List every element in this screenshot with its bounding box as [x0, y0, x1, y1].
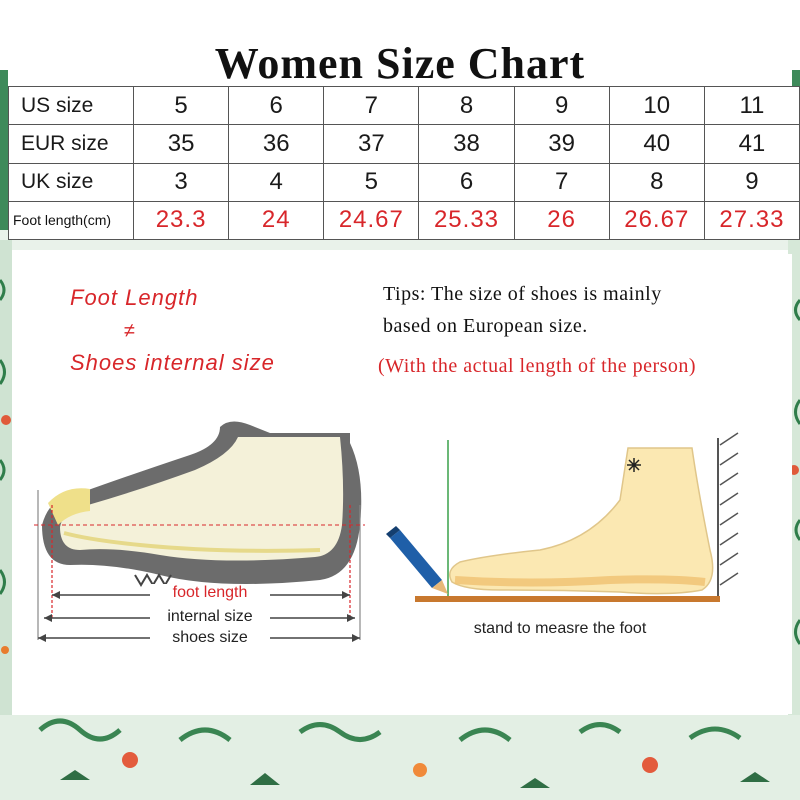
tip-note: (With the actual length of the person) — [378, 355, 697, 377]
table-cell: 26 — [513, 200, 610, 241]
table-row-eur: EUR size 35 36 37 38 39 40 41 — [8, 124, 800, 164]
table-cell: 9 — [703, 162, 800, 202]
table-cell: 9 — [513, 85, 610, 126]
table-cell: 11 — [703, 85, 800, 126]
row-label: Foot length(cm) — [8, 200, 134, 241]
table-cell: 37 — [323, 124, 420, 164]
table-cell: 10 — [608, 85, 705, 126]
table-row-us: US size 5 6 7 8 9 10 11 — [8, 85, 800, 126]
table-cell: 7 — [323, 85, 420, 126]
table-cell: 5 — [323, 162, 420, 202]
table-cell: 4 — [228, 162, 325, 202]
foot-length-heading: Foot Length — [70, 285, 199, 310]
table-cell: 27.33 — [703, 200, 800, 241]
table-cell: 35 — [132, 124, 230, 164]
tip-line-2: based on European size. — [383, 315, 588, 337]
table-cell: 41 — [703, 124, 800, 164]
table-row-uk: UK size 3 4 5 6 7 8 9 — [8, 162, 800, 202]
table-row-foot-length: Foot length(cm) 23.3 24 24.67 25.33 26 2… — [8, 200, 800, 241]
shoe-cross-section-illustration — [34, 421, 365, 642]
internal-size-label: internal size — [150, 608, 270, 626]
table-cell: 5 — [132, 85, 230, 126]
shoes-internal-size-heading: Shoes internal size — [70, 350, 275, 375]
shoes-size-label: shoes size — [150, 629, 270, 647]
foot-measure-illustration — [386, 432, 739, 602]
not-equal-sign: ≠ — [124, 320, 135, 342]
table-cell: 25.33 — [418, 200, 515, 241]
table-cell: 39 — [513, 124, 610, 164]
measure-caption: stand to measre the foot — [473, 620, 647, 637]
size-table: US size 5 6 7 8 9 10 11 EUR size 35 36 3… — [8, 85, 800, 241]
table-cell: 6 — [418, 162, 515, 202]
table-cell: 40 — [608, 124, 705, 164]
table-cell: 36 — [228, 124, 325, 164]
floral-background-sides — [0, 240, 800, 800]
foot-length-label: foot length — [150, 584, 270, 602]
table-cell: 8 — [608, 162, 705, 202]
table-cell: 7 — [513, 162, 610, 202]
table-cell: 3 — [132, 162, 230, 202]
row-label: UK size — [8, 162, 134, 202]
table-cell: 24 — [228, 200, 325, 241]
table-cell: 38 — [418, 124, 515, 164]
table-cell: 23.3 — [132, 200, 230, 241]
chart-title: Women Size Chart — [214, 39, 586, 88]
table-cell: 26.67 — [608, 200, 705, 241]
row-label: EUR size — [8, 124, 134, 164]
table-cell: 8 — [418, 85, 515, 126]
table-cell: 6 — [228, 85, 325, 126]
tip-line-1: Tips: The size of shoes is mainly — [383, 283, 662, 305]
table-cell: 24.67 — [323, 200, 420, 241]
row-label: US size — [8, 85, 134, 126]
